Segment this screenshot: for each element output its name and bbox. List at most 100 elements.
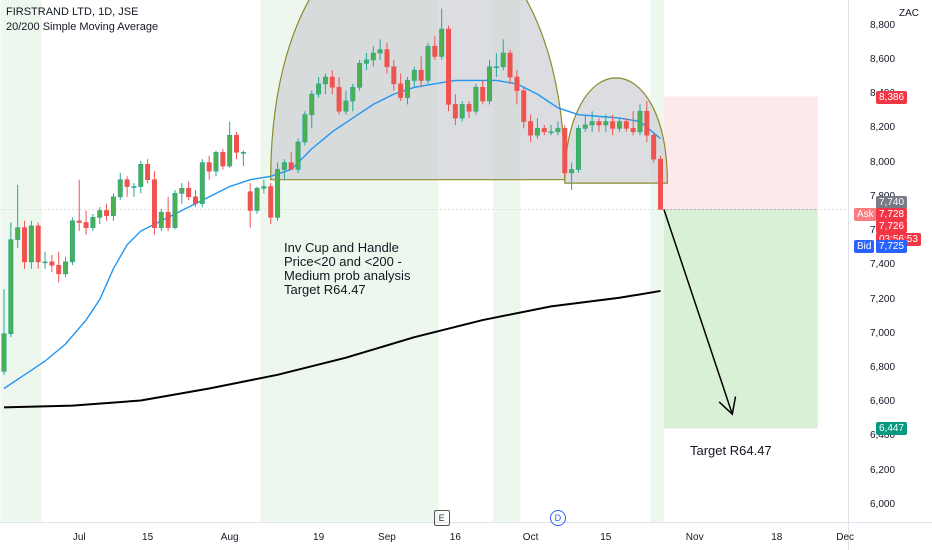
candle: [56, 251, 62, 283]
candle-body: [466, 104, 472, 112]
candle: [514, 70, 520, 105]
candle-body: [589, 121, 595, 126]
candle: [610, 114, 616, 136]
candle: [220, 148, 226, 170]
candle: [418, 56, 424, 88]
candle: [616, 118, 622, 132]
candle: [213, 150, 219, 177]
x-tick-label: Jul: [72, 532, 86, 543]
candle: [138, 160, 144, 194]
candle-body: [42, 261, 48, 264]
ask-price-tag: 7,728: [876, 207, 908, 221]
candle: [69, 217, 75, 266]
candle: [110, 193, 116, 221]
candle: [172, 189, 178, 230]
candle: [487, 59, 493, 105]
candle: [651, 131, 657, 163]
candle-body: [172, 193, 178, 228]
candle: [158, 208, 164, 232]
candle: [97, 207, 103, 225]
candle: [90, 213, 96, 232]
candle-body: [227, 134, 233, 167]
candle-body: [28, 225, 34, 263]
candle-body: [473, 86, 479, 112]
candle: [206, 155, 212, 180]
candle: [452, 94, 458, 125]
x-tick-label: Nov: [685, 532, 704, 543]
candle-body: [76, 220, 82, 223]
candle: [357, 59, 363, 91]
earnings-marker[interactable]: E: [433, 510, 450, 526]
candle: [637, 104, 643, 136]
candle-body: [528, 121, 534, 136]
candle: [528, 114, 534, 143]
candle: [596, 118, 602, 132]
candle-body: [562, 128, 568, 174]
candle: [404, 77, 410, 105]
x-tick-label: Sep: [378, 532, 396, 543]
candle: [425, 42, 431, 84]
candle-body: [254, 187, 260, 211]
y-tick-label: 6,600: [870, 396, 896, 408]
currency-label[interactable]: ZAC: [899, 8, 919, 19]
candle-body: [275, 169, 281, 218]
x-tick-label: 16: [449, 532, 461, 543]
candle-body: [658, 158, 664, 210]
candle-body: [418, 69, 424, 81]
candle: [179, 183, 185, 204]
indicator-title: 20/200 Simple Moving Average: [6, 21, 159, 33]
candle-body: [322, 76, 328, 85]
candle-body: [281, 162, 287, 170]
candle-body: [131, 186, 137, 188]
handle-shape: [564, 77, 668, 184]
y-tick-label: 8,200: [870, 122, 896, 134]
candle-body: [186, 187, 192, 198]
candle: [151, 171, 157, 235]
candle-body: [288, 162, 294, 170]
candle-body: [370, 52, 376, 61]
candle: [199, 159, 205, 208]
candle-body: [384, 49, 390, 68]
candle-body: [637, 110, 643, 133]
candle-body: [411, 69, 417, 81]
target-annotation[interactable]: Target R64.47: [690, 443, 772, 458]
candle: [117, 172, 123, 201]
candle-body: [268, 186, 274, 218]
candle-body: [309, 93, 315, 115]
candle: [398, 73, 404, 101]
bid-label: Bid: [854, 240, 875, 254]
candle-body: [644, 110, 650, 136]
candle: [302, 111, 308, 146]
candle: [240, 150, 246, 167]
candle: [658, 155, 664, 210]
dividend-marker[interactable]: D: [549, 510, 566, 526]
candle: [28, 220, 34, 269]
y-tick-label: 8,000: [870, 156, 896, 168]
pattern-annotation[interactable]: Inv Cup and Handle Price<20 and <200 - M…: [284, 241, 410, 297]
candle-body: [151, 179, 157, 228]
candle-body: [350, 86, 356, 102]
candle: [370, 46, 376, 67]
candle-body: [158, 211, 164, 228]
candle: [15, 184, 21, 249]
candle: [261, 179, 267, 194]
candle-body: [295, 141, 301, 170]
candle-body: [616, 121, 622, 129]
candle: [63, 256, 69, 278]
candle: [459, 100, 465, 122]
candle-body: [343, 100, 349, 112]
candle-body: [138, 164, 144, 187]
annotation-line: Inv Cup and Handle: [284, 240, 399, 255]
candle: [562, 124, 568, 177]
candle-body: [493, 66, 499, 69]
candle: [343, 90, 349, 115]
candle: [603, 114, 609, 132]
candle-body: [261, 186, 267, 189]
candle-body: [569, 169, 575, 174]
candle: [124, 176, 130, 197]
candle: [275, 162, 281, 221]
candle: [309, 90, 315, 129]
candle-body: [199, 162, 205, 204]
candle-body: [336, 86, 342, 112]
